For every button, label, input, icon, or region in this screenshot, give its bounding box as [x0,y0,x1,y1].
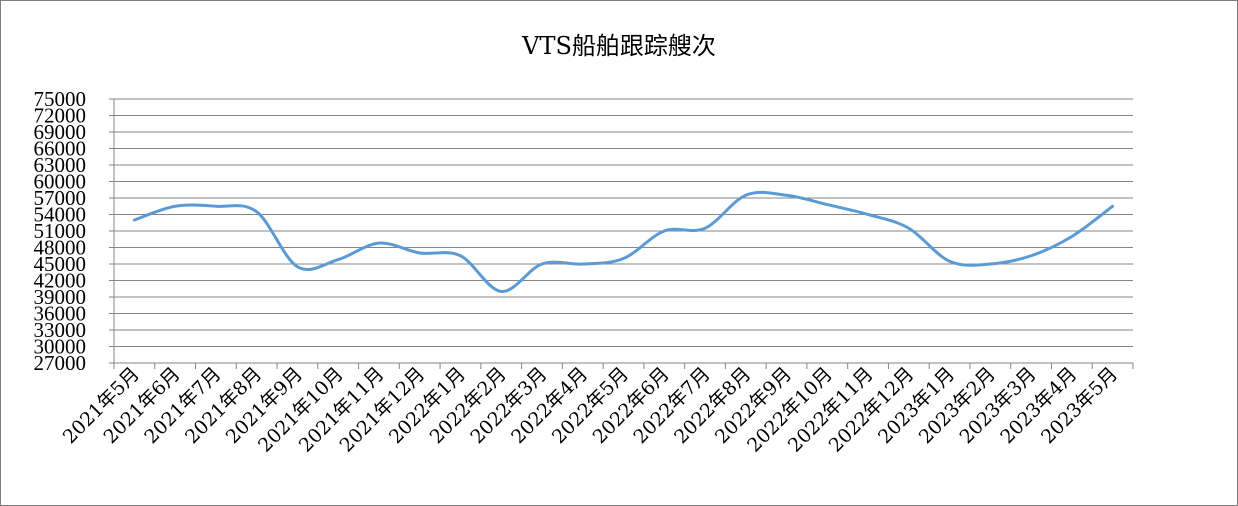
y-tick-label: 45000 [34,252,87,276]
y-tick-label: 63000 [34,153,87,177]
y-tick-label: 51000 [34,219,87,243]
y-tick-label: 72000 [34,104,87,128]
y-tick-label: 27000 [34,351,87,375]
y-tick-label: 39000 [34,285,87,309]
chart-title: VTS船舶跟踪艘次 [522,32,716,60]
y-tick-label: 33000 [34,318,87,342]
y-tick-label: 60000 [34,170,87,194]
y-tick-label: 69000 [34,120,87,144]
y-tick-label: 54000 [34,203,87,227]
y-tick-label: 36000 [34,302,87,326]
y-tick-label: 48000 [34,236,87,260]
series-line [132,190,1115,293]
y-tick-label: 66000 [34,137,87,161]
y-tick-label: 30000 [34,335,87,359]
y-tick-label: 42000 [34,269,87,293]
y-tick-label: 75000 [34,87,87,111]
y-tick-label: 57000 [34,186,87,210]
